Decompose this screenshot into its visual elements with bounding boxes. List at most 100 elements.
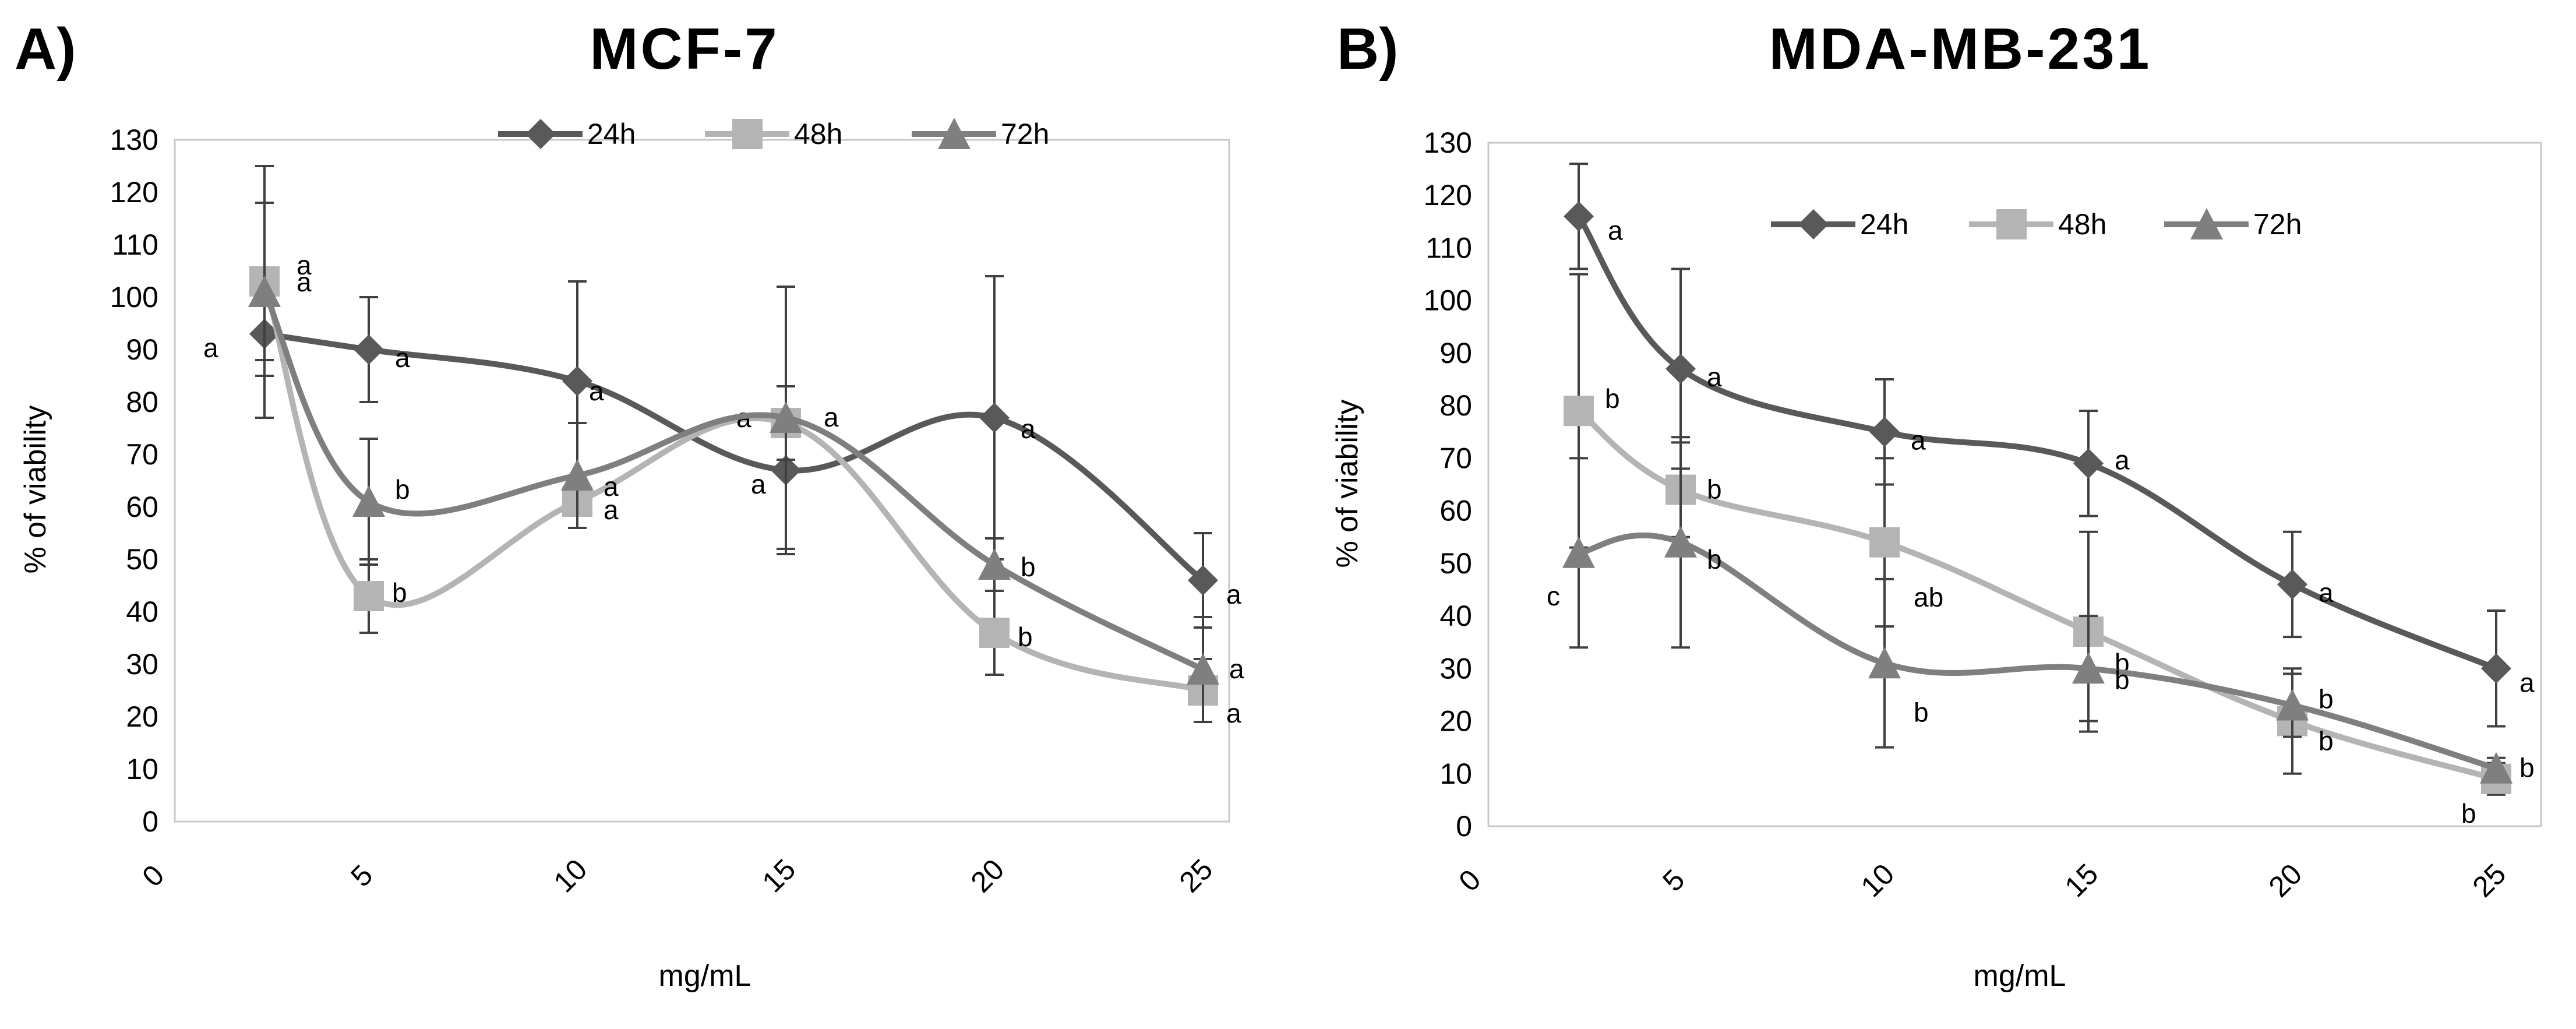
- significance-label: b: [1707, 474, 1722, 505]
- y-tick-label: 110: [1425, 231, 1472, 264]
- x-tick-label: 25: [1173, 853, 1219, 899]
- data-point: [1187, 653, 1219, 685]
- legend-label: 72h: [1001, 118, 1049, 150]
- x-axis-label: mg/mL: [659, 959, 751, 993]
- y-tick-label: 30: [1439, 652, 1472, 685]
- x-tick-label: 15: [2059, 858, 2105, 904]
- y-tick-label: 10: [1439, 757, 1472, 790]
- y-tick-label: 50: [126, 543, 158, 576]
- legend-label: 48h: [794, 118, 842, 150]
- significance-label: a: [297, 250, 312, 280]
- x-tick-label: 0: [1452, 863, 1487, 897]
- significance-label: b: [1021, 552, 1036, 582]
- y-tick-label: 40: [126, 595, 158, 628]
- y-tick-label: 60: [1439, 495, 1472, 527]
- x-tick-label: 20: [965, 853, 1011, 899]
- plot-area: [174, 139, 1230, 823]
- data-point: [2481, 653, 2511, 684]
- y-tick-label: 70: [1439, 442, 1472, 474]
- significance-label: a: [395, 343, 410, 373]
- legend-marker: [938, 118, 971, 149]
- legend-label: 48h: [2058, 208, 2106, 241]
- x-tick-label: 20: [2263, 858, 2309, 904]
- x-tick-label: 10: [1855, 858, 1901, 904]
- plot-area: [1487, 142, 2542, 827]
- y-tick-label: 100: [1424, 284, 1472, 317]
- data-point: [979, 618, 1010, 648]
- significance-label: a: [1608, 215, 1623, 245]
- significance-label: a: [751, 469, 766, 499]
- legend-label: 72h: [2253, 208, 2302, 241]
- y-tick-label: 50: [1439, 547, 1472, 580]
- y-tick-label: 100: [110, 281, 158, 313]
- data-point: [978, 548, 1011, 580]
- significance-label: a: [1021, 414, 1036, 444]
- significance-label: a: [604, 495, 619, 525]
- significance-label: a: [203, 333, 218, 363]
- data-point: [2073, 448, 2104, 479]
- significance-label: b: [1707, 544, 1722, 575]
- series-line: [1576, 213, 2499, 672]
- significance-label: b: [395, 474, 410, 505]
- y-tick-label: 90: [1439, 337, 1472, 369]
- y-tick-label: 130: [1424, 126, 1472, 159]
- series-24h: a a a a a a: [1564, 163, 2535, 728]
- legend: 24h 48h 72h: [1771, 208, 2302, 241]
- x-tick-label: 5: [344, 858, 379, 893]
- data-point: [1564, 396, 1594, 427]
- legend: 24h 48h 72h: [498, 118, 1049, 150]
- y-tick-label: 90: [126, 333, 158, 366]
- data-point: [1562, 536, 1595, 568]
- significance-label: a: [297, 267, 312, 297]
- x-axis-label: mg/mL: [1974, 959, 2066, 993]
- significance-label: a: [1707, 362, 1722, 392]
- y-tick-label: 80: [126, 386, 158, 418]
- y-tick-label: 20: [126, 700, 158, 733]
- data-point: [1665, 353, 1696, 384]
- data-point: [979, 403, 1010, 433]
- legend-label: 24h: [1860, 208, 1908, 241]
- significance-label: b: [1605, 383, 1620, 414]
- significance-label: a: [2115, 445, 2130, 475]
- legend-marker: [1798, 209, 1829, 239]
- y-tick-label: 130: [110, 124, 158, 156]
- significance-label: b: [392, 577, 407, 608]
- data-point: [354, 334, 384, 365]
- data-point: [2072, 652, 2105, 684]
- legend-marker: [732, 119, 763, 149]
- y-tick-label: 120: [110, 176, 158, 209]
- data-point: [561, 459, 594, 491]
- x-tick-label: 25: [2466, 858, 2513, 904]
- data-point: [2277, 569, 2307, 600]
- panel-a: A) MCF-7 0 10 20 30 40 50 60 70 80 90 100 110 120 130 0 5…: [15, 16, 1244, 993]
- significance-label: b: [2519, 753, 2535, 783]
- y-tick-label: 120: [1424, 179, 1472, 212]
- x-tick-label: 15: [756, 853, 802, 899]
- significance-label: b: [2319, 726, 2334, 756]
- y-tick-label: 0: [1456, 810, 1472, 843]
- significance-label: a: [824, 402, 839, 432]
- data-point: [2480, 752, 2513, 784]
- y-tick-label: 0: [142, 805, 158, 838]
- significance-label: ab: [1914, 582, 1943, 612]
- data-point: [2276, 689, 2309, 721]
- significance-label: b: [2319, 683, 2334, 714]
- data-point: [248, 276, 281, 307]
- y-tick-label: 30: [126, 648, 158, 681]
- significance-label: a: [1229, 654, 1244, 684]
- panel-letter: A): [15, 16, 76, 82]
- x-tick-label: 10: [548, 853, 594, 899]
- chart-title: MCF-7: [590, 16, 779, 82]
- chart-title: MDA-MB-231: [1769, 16, 2152, 82]
- legend-marker: [2190, 208, 2223, 239]
- significance-label: b: [1018, 622, 1033, 652]
- legend-marker: [525, 119, 556, 149]
- data-point: [562, 366, 592, 396]
- significance-label: a: [2519, 667, 2535, 697]
- significance-label: a: [2319, 577, 2334, 608]
- y-axis-label: % of viability: [19, 406, 52, 574]
